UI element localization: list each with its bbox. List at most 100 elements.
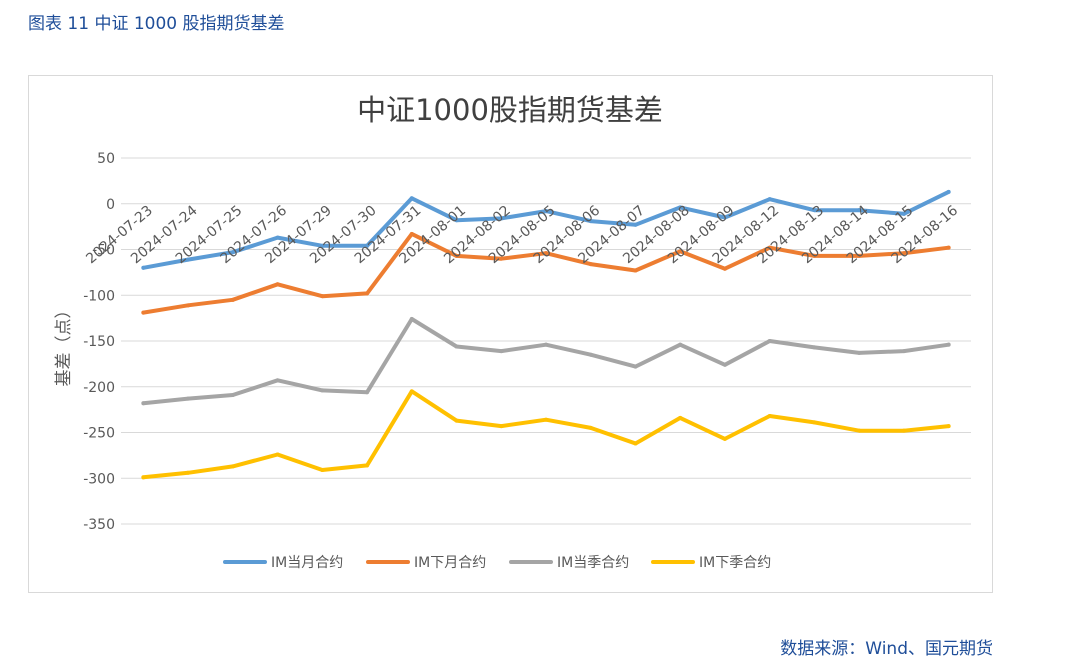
series-points-3: [141, 317, 951, 406]
data-point: [141, 310, 146, 315]
data-point: [901, 251, 906, 256]
series-points-2: [141, 231, 951, 315]
data-point: [454, 253, 459, 258]
data-point: [230, 250, 235, 255]
data-point: [454, 344, 459, 349]
data-point: [901, 211, 906, 216]
data-point: [722, 436, 727, 441]
data-point: [946, 189, 951, 194]
data-point: [230, 464, 235, 469]
data-point: [633, 364, 638, 369]
legend: IM当月合约 IM下月合约 IM当季合约 IM下季合约: [223, 555, 771, 571]
legend-label: IM下季合约: [699, 555, 771, 571]
data-point: [141, 401, 146, 406]
series-line-4: [141, 389, 951, 480]
data-point: [901, 428, 906, 433]
source-note: 数据来源：Wind、国元期货: [780, 639, 993, 659]
series-points-1: [141, 189, 951, 270]
data-point: [365, 291, 370, 296]
data-point: [186, 396, 191, 401]
data-point: [275, 378, 280, 383]
basis-line-chart: 中证1000股指期货基差 50 0 -50 -100 -150 -200 -250 -300 -…: [54, 93, 971, 571]
data-point: [320, 294, 325, 299]
y-tick-label: -200: [83, 380, 115, 396]
data-point: [320, 243, 325, 248]
data-point: [409, 389, 414, 394]
data-point: [186, 470, 191, 475]
data-point: [544, 209, 548, 214]
data-point: [141, 265, 146, 270]
y-tick-labels: 50 0 -50 -100 -150 -200 -250 -300 -350: [83, 151, 115, 533]
data-point: [409, 317, 414, 322]
data-point: [901, 349, 906, 354]
figure-caption: 图表 11 中证 1000 股指期货基差: [28, 14, 285, 34]
legend-label: IM下月合约: [414, 555, 486, 571]
data-point: [409, 196, 414, 201]
y-tick-label: 0: [106, 197, 115, 213]
data-point: [454, 418, 459, 423]
data-point: [946, 245, 951, 250]
data-point: [544, 342, 548, 347]
data-point: [454, 218, 459, 223]
chart-frame: 中证1000股指期货基差 50 0 -50 -100 -150 -200 -250 -300 -…: [28, 75, 993, 593]
data-point: [633, 441, 638, 446]
data-point: [365, 243, 370, 248]
data-point: [186, 257, 191, 262]
data-point: [365, 463, 370, 468]
y-tick-label: -350: [83, 517, 115, 533]
data-point: [275, 452, 280, 457]
data-point: [186, 303, 191, 308]
data-point: [678, 205, 683, 210]
data-point: [230, 297, 235, 302]
data-point: [678, 415, 683, 420]
data-point: [365, 390, 370, 395]
data-point: [857, 350, 862, 355]
data-point: [722, 215, 727, 220]
data-point: [588, 352, 593, 357]
data-point: [946, 424, 951, 429]
data-point: [320, 388, 325, 393]
data-point: [544, 417, 548, 422]
data-point: [588, 425, 593, 430]
data-point: [678, 342, 683, 347]
data-point: [544, 251, 548, 256]
data-point: [678, 249, 683, 254]
y-tick-label: -100: [83, 288, 115, 304]
data-point: [857, 253, 862, 258]
data-point: [857, 428, 862, 433]
data-point: [722, 266, 727, 271]
data-point: [275, 235, 280, 240]
data-point: [499, 424, 504, 429]
y-tick-label: -250: [83, 426, 115, 442]
chart-title: 中证1000股指期货基差: [357, 93, 663, 127]
y-tick-label: -50: [92, 243, 115, 259]
data-point: [588, 262, 593, 267]
data-point: [409, 231, 414, 236]
data-point: [275, 282, 280, 287]
data-point: [767, 197, 772, 202]
y-tick-label: 50: [97, 151, 115, 167]
data-point: [812, 253, 817, 258]
legend-label: IM当月合约: [271, 555, 343, 571]
data-point: [767, 245, 772, 250]
data-point: [320, 468, 325, 473]
data-point: [633, 268, 638, 273]
data-point: [767, 414, 772, 419]
data-point: [499, 216, 504, 221]
data-point: [141, 475, 146, 480]
legend-label: IM当季合约: [557, 555, 629, 571]
data-point: [633, 222, 638, 227]
y-tick-label: -150: [83, 334, 115, 350]
data-point: [499, 349, 504, 354]
y-tick-label: -300: [83, 471, 115, 487]
data-point: [722, 362, 727, 367]
data-point: [857, 208, 862, 213]
series-line-3: [141, 317, 951, 406]
data-point: [767, 339, 772, 343]
series-points-4: [141, 389, 951, 480]
data-point: [946, 342, 951, 347]
data-point: [588, 219, 593, 224]
data-point: [230, 392, 235, 397]
data-point: [812, 208, 817, 213]
data-point: [812, 345, 817, 350]
